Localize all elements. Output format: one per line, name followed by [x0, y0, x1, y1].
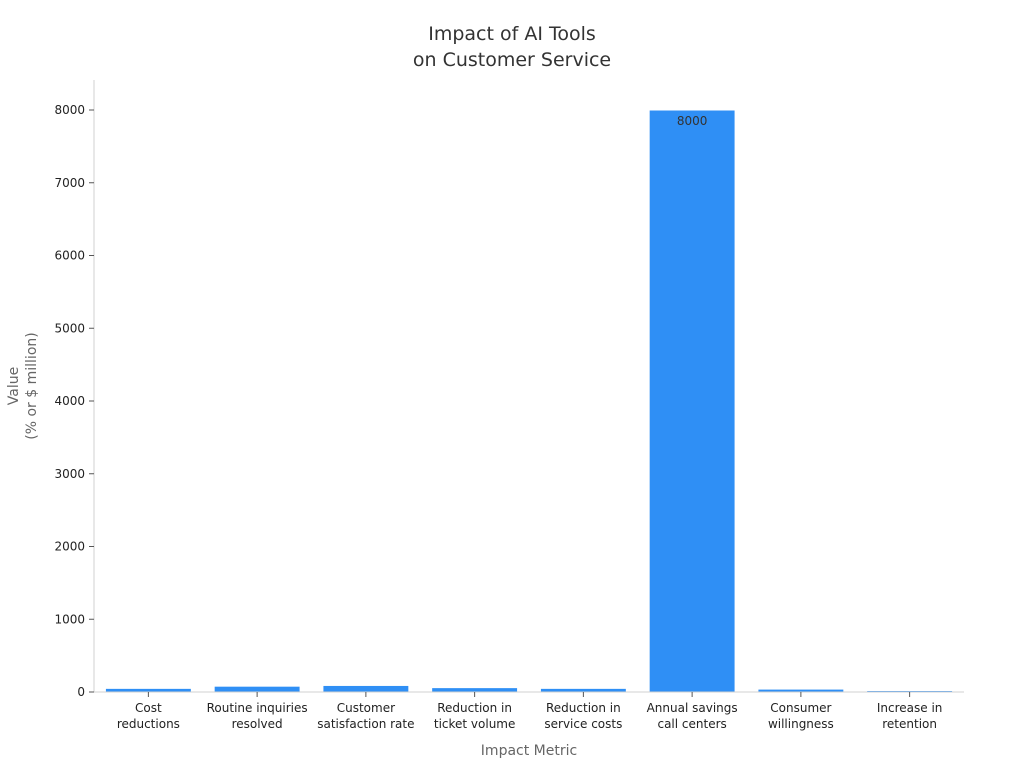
y-tick-label: 0	[77, 685, 85, 699]
x-tick-label: Cost	[135, 701, 162, 715]
x-tick-label: reductions	[117, 717, 180, 731]
x-tick-label: ticket volume	[434, 717, 516, 731]
x-tick-label: retention	[882, 717, 937, 731]
bar-4	[539, 687, 627, 693]
x-tick-label: Reduction in	[437, 701, 512, 715]
y-tick-label: 4000	[54, 394, 85, 408]
x-tick-label: service costs	[544, 717, 622, 731]
chart-title-line-1: Impact of AI Tools	[428, 23, 596, 45]
bar-5	[648, 109, 736, 693]
chart-title-line-2: on Customer Service	[413, 49, 611, 71]
y-axis-title-line-1: Value	[6, 367, 22, 405]
x-tick-label: Annual savings	[647, 701, 738, 715]
x-tick-label: willingness	[768, 717, 834, 731]
bar-0	[104, 687, 192, 693]
x-tick-label: Customer	[337, 701, 395, 715]
bars-layer	[104, 109, 954, 693]
y-ticks: 0 1000 2000 3000 4000 5000 6000 7000 8000	[54, 103, 94, 699]
y-tick-label: 7000	[54, 176, 85, 190]
x-tick-label: Routine inquiries	[207, 701, 308, 715]
y-tick-label: 3000	[54, 467, 85, 481]
x-tick-label: satisfaction rate	[317, 717, 414, 731]
y-axis-title: Value (% or $ million)	[6, 332, 40, 439]
x-axis-title: Impact Metric	[481, 743, 577, 759]
y-tick-label: 6000	[54, 249, 85, 263]
data-labels: 8000	[677, 114, 708, 128]
x-tick-label: Reduction in	[546, 701, 621, 715]
x-tick-label: Consumer	[770, 701, 831, 715]
x-ticks: Cost reductions Routine inquiries resolved C…	[117, 692, 943, 731]
x-tick-label: Increase in	[877, 701, 943, 715]
y-axis-title-line-2: (% or $ million)	[24, 332, 40, 439]
y-tick-label: 8000	[54, 103, 85, 117]
bar-2	[322, 684, 410, 693]
x-tick-label: call centers	[657, 717, 726, 731]
y-tick-label: 1000	[54, 612, 85, 626]
x-tick-label: resolved	[232, 717, 283, 731]
y-tick-label: 2000	[54, 540, 85, 554]
bar-1	[213, 685, 301, 693]
data-label: 8000	[677, 114, 708, 128]
bar-3	[431, 687, 519, 693]
y-tick-label: 5000	[54, 321, 85, 335]
